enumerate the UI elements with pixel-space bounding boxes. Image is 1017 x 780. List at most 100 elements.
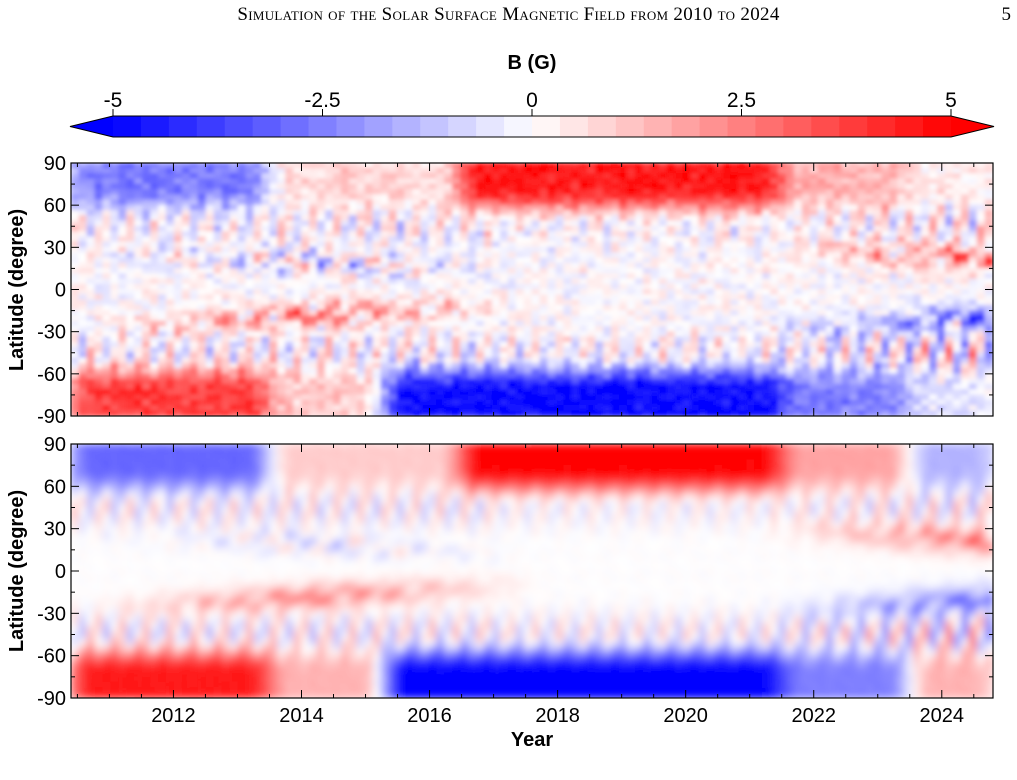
heatmap-cell <box>309 178 318 185</box>
heatmap-cell <box>634 394 644 401</box>
heatmap-cell <box>158 347 167 354</box>
heatmap-cell <box>682 299 692 306</box>
heatmap-cell <box>189 257 199 264</box>
heatmap-cell <box>277 283 287 290</box>
heatmap-cell <box>134 268 144 275</box>
heatmap-cell <box>523 194 533 201</box>
heatmap-cell <box>205 236 215 243</box>
heatmap-cell <box>277 299 287 306</box>
heatmap-cell <box>634 410 644 416</box>
heatmap-cell <box>388 252 398 259</box>
heatmap-cell <box>261 378 271 385</box>
heatmap-cell <box>714 215 724 222</box>
heatmap-cell <box>404 352 414 359</box>
heatmap-cell <box>611 383 620 391</box>
heatmap-cell <box>642 315 652 322</box>
heatmap-cell <box>277 252 287 259</box>
heatmap-cell <box>738 199 748 206</box>
heatmap-cell <box>539 294 549 301</box>
heatmap-cell <box>396 357 406 364</box>
heatmap-cell <box>356 326 366 333</box>
heatmap-cell <box>253 188 263 196</box>
heatmap-cell <box>261 336 271 343</box>
heatmap-cell <box>499 246 509 254</box>
heatmap-cell <box>86 405 96 412</box>
heatmap-cell <box>237 373 247 380</box>
heatmap-cell <box>261 163 271 169</box>
heatmap-cell <box>634 210 644 217</box>
heatmap-cell <box>611 283 620 290</box>
heatmap-cell <box>221 410 231 416</box>
heatmap-cell <box>738 257 748 264</box>
heatmap-cell <box>746 163 756 169</box>
heatmap-cell <box>364 389 374 396</box>
heatmap-cell <box>380 262 390 269</box>
heatmap-cell <box>460 341 469 348</box>
heatmap-cell <box>126 399 136 406</box>
heatmap-cell <box>293 352 302 359</box>
heatmap-cell <box>865 315 875 322</box>
heatmap-cell <box>579 399 589 406</box>
heatmap-cell <box>563 194 573 201</box>
heatmap-cell <box>793 194 803 201</box>
heatmap-cell <box>809 273 819 280</box>
heatmap-cell <box>165 373 175 380</box>
heatmap-cell <box>364 378 374 385</box>
heatmap-cell <box>754 278 763 285</box>
heatmap-cell <box>372 394 382 401</box>
heatmap-cell <box>722 194 732 201</box>
heatmap-cell <box>491 215 501 222</box>
heatmap-cell <box>539 389 549 396</box>
heatmap-cell <box>332 194 342 201</box>
heatmap-cell <box>468 278 477 285</box>
heatmap-cell <box>245 236 255 243</box>
heatmap-cell <box>404 347 414 354</box>
heatmap-cell <box>332 252 342 259</box>
heatmap-cell <box>118 178 128 185</box>
heatmap-cell <box>587 231 597 238</box>
heatmap-cell <box>181 210 191 217</box>
heatmap-cell <box>253 368 263 375</box>
heatmap-cell <box>785 231 795 238</box>
heatmap-cell <box>785 173 795 180</box>
heatmap-cell <box>468 341 477 348</box>
heatmap-cell <box>444 194 454 201</box>
heatmap-cell <box>706 167 716 175</box>
heatmap-cell <box>523 215 533 222</box>
heatmap-cell <box>626 320 636 327</box>
heatmap-cell <box>754 405 763 412</box>
heatmap-cell <box>388 273 398 280</box>
heatmap-cell <box>730 231 740 238</box>
heatmap-cell <box>460 215 469 222</box>
heatmap-cell <box>245 262 255 269</box>
heatmap-cell <box>158 268 167 275</box>
heatmap-cell <box>579 283 589 290</box>
heatmap-cell <box>380 278 390 285</box>
heatmap-cell <box>499 326 509 333</box>
heatmap-cell <box>674 383 684 391</box>
heatmap-cell <box>428 405 438 412</box>
heatmap-cell <box>237 310 247 317</box>
heatmap-cell <box>468 262 477 269</box>
heatmap-cell <box>317 204 326 211</box>
heatmap-cell <box>293 289 302 296</box>
heatmap-cell <box>873 399 883 406</box>
heatmap-cell <box>277 341 287 348</box>
heatmap-cell <box>309 352 318 359</box>
heatmap-cell <box>730 326 740 333</box>
heatmap-cell <box>412 399 422 406</box>
heatmap-cell <box>237 294 247 301</box>
heatmap-cell <box>86 289 96 296</box>
heatmap-cell <box>94 236 104 243</box>
heatmap-cell <box>754 310 763 317</box>
heatmap-cell <box>579 220 589 227</box>
heatmap-cell <box>833 246 843 254</box>
heatmap-cell <box>142 215 151 222</box>
heatmap-cell <box>126 257 136 264</box>
heatmap-cell <box>722 378 732 385</box>
heatmap-cell <box>475 257 485 264</box>
heatmap-cell <box>348 410 358 416</box>
heatmap-cell <box>626 341 636 348</box>
heatmap-cell <box>563 352 573 359</box>
heatmap-cell <box>706 246 716 254</box>
